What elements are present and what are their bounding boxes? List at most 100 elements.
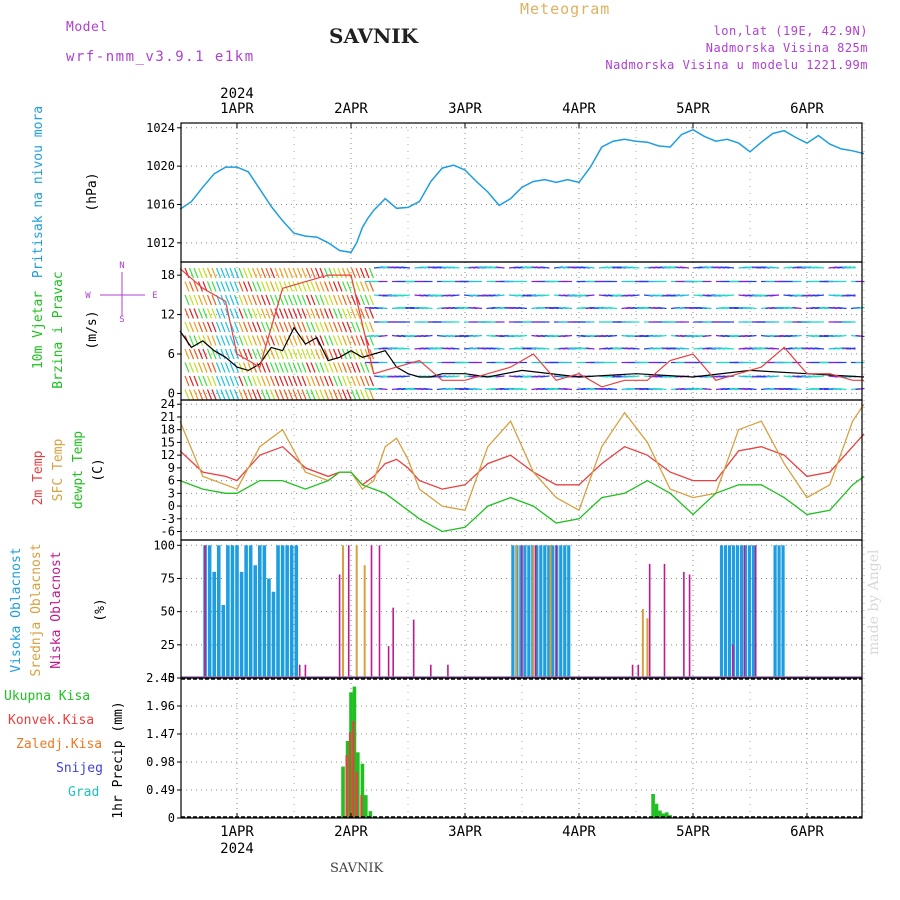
wind-arrow [184,281,190,292]
wind-arrow [301,362,307,373]
wind-arrow [337,321,343,333]
wind-arrow [278,362,285,373]
cloud-bar-mid [641,609,644,678]
precip-bar [651,794,655,818]
wind-arrow [368,308,375,319]
wind-arrow [450,375,460,378]
precip-bar [345,755,348,818]
wind-arrow [355,321,361,333]
wind-arrow [540,294,550,297]
cloud-bar [267,578,271,678]
wind-arrow [364,267,370,279]
cloud-bar [743,545,748,678]
wind-arrow [337,348,343,360]
wind-arrow [607,387,618,391]
wind-arrow [193,389,199,400]
wind-arrow [769,266,780,269]
compass-label: W [85,291,91,301]
wind-arrow [562,387,573,391]
wind-arrow [260,267,267,279]
wind-arrow [278,267,285,279]
wind-arrow [314,348,321,360]
cloud-bar [523,545,527,678]
wind-arrow [242,362,249,373]
wind-arrow [206,335,213,346]
precip-legend-item: Konvek.Kisa [8,713,94,728]
ytick-label: 1012 [146,236,175,250]
wind-arrow [323,294,330,306]
wind-arrow [188,267,195,279]
wind-arrow [310,389,316,400]
cloud-bar [239,571,244,678]
wind-arrow [314,308,321,319]
wind-arrow [229,348,235,360]
cloud-bar-low [387,646,390,678]
wind-arrow [215,321,222,333]
wind-arrow [247,375,253,387]
wind-arrow [368,281,375,292]
wind-arrow [323,281,330,292]
wind-arrow [364,375,370,387]
credit-label: made by Angel [866,549,882,656]
precip-ylabel: 1hr Precip (mm) [111,701,126,818]
wind-arrow [193,308,199,319]
wind-arrow [224,267,231,279]
meteogram-title: Meteogram [520,0,611,18]
wind-ylabel-2: Brzina i Pravac [51,271,66,388]
wind-arrow [197,335,204,346]
wind-arrow [341,267,348,279]
wind-arrow [283,362,289,373]
wind-arrow [328,375,334,387]
ytick-label: 25 [161,638,175,652]
wind-arrow [314,335,321,346]
cloud-bar [285,545,289,678]
wind-arrow [323,308,330,319]
wind-arrow [292,389,298,400]
wind-unit-label: (m/s) [85,310,100,349]
cloud-bar-low [304,664,307,678]
wind-arrow [472,387,483,391]
ytick-label: -6 [161,525,175,539]
cloud-bar [216,545,221,678]
xtick-label-bottom: 1APR [220,824,254,840]
cloud-bar [739,545,744,678]
wind-arrow [287,267,294,279]
cloud-bar [747,545,752,678]
ytick-label: 75 [161,571,175,585]
wind-arrow [251,335,258,346]
wind-vectors [184,266,865,400]
wind-arrow [238,335,244,346]
wind-arrow [283,348,289,360]
wind-arrow [211,294,217,306]
wind-arrow [256,389,262,400]
wind-arrow [724,266,735,269]
wind-arrow [310,375,316,387]
wind-arrow [215,375,222,387]
cloud-bar [248,545,253,678]
wind-arrow [224,335,231,346]
wind-arrow [355,267,361,279]
wind-arrow [229,375,235,387]
cloud-bar-low [347,545,350,678]
footer-station: SAVNIK [330,861,384,876]
wind-arrow [355,375,361,387]
wind-arrow [211,335,217,346]
wind-arrow [296,362,303,373]
wind-arrow [188,348,195,360]
wind-arrow [278,348,285,360]
wind-arrow [747,387,757,391]
wind-arrow [292,362,298,373]
wind-arrow [256,294,262,306]
cloud-bar-low [392,607,394,678]
cloud-bar-low [637,664,640,678]
wind-arrow [296,281,303,292]
wind-arrow [346,375,352,387]
wind-arrow [364,362,370,373]
cloud-bar-low [534,545,537,678]
wind-arrow [337,294,343,306]
wind-arrow [630,375,640,378]
cloud-bar-low [298,664,301,678]
cloud-bar-mid [355,545,358,678]
xtick-label-top: 2APR [334,101,368,117]
wind-arrow [305,308,312,319]
